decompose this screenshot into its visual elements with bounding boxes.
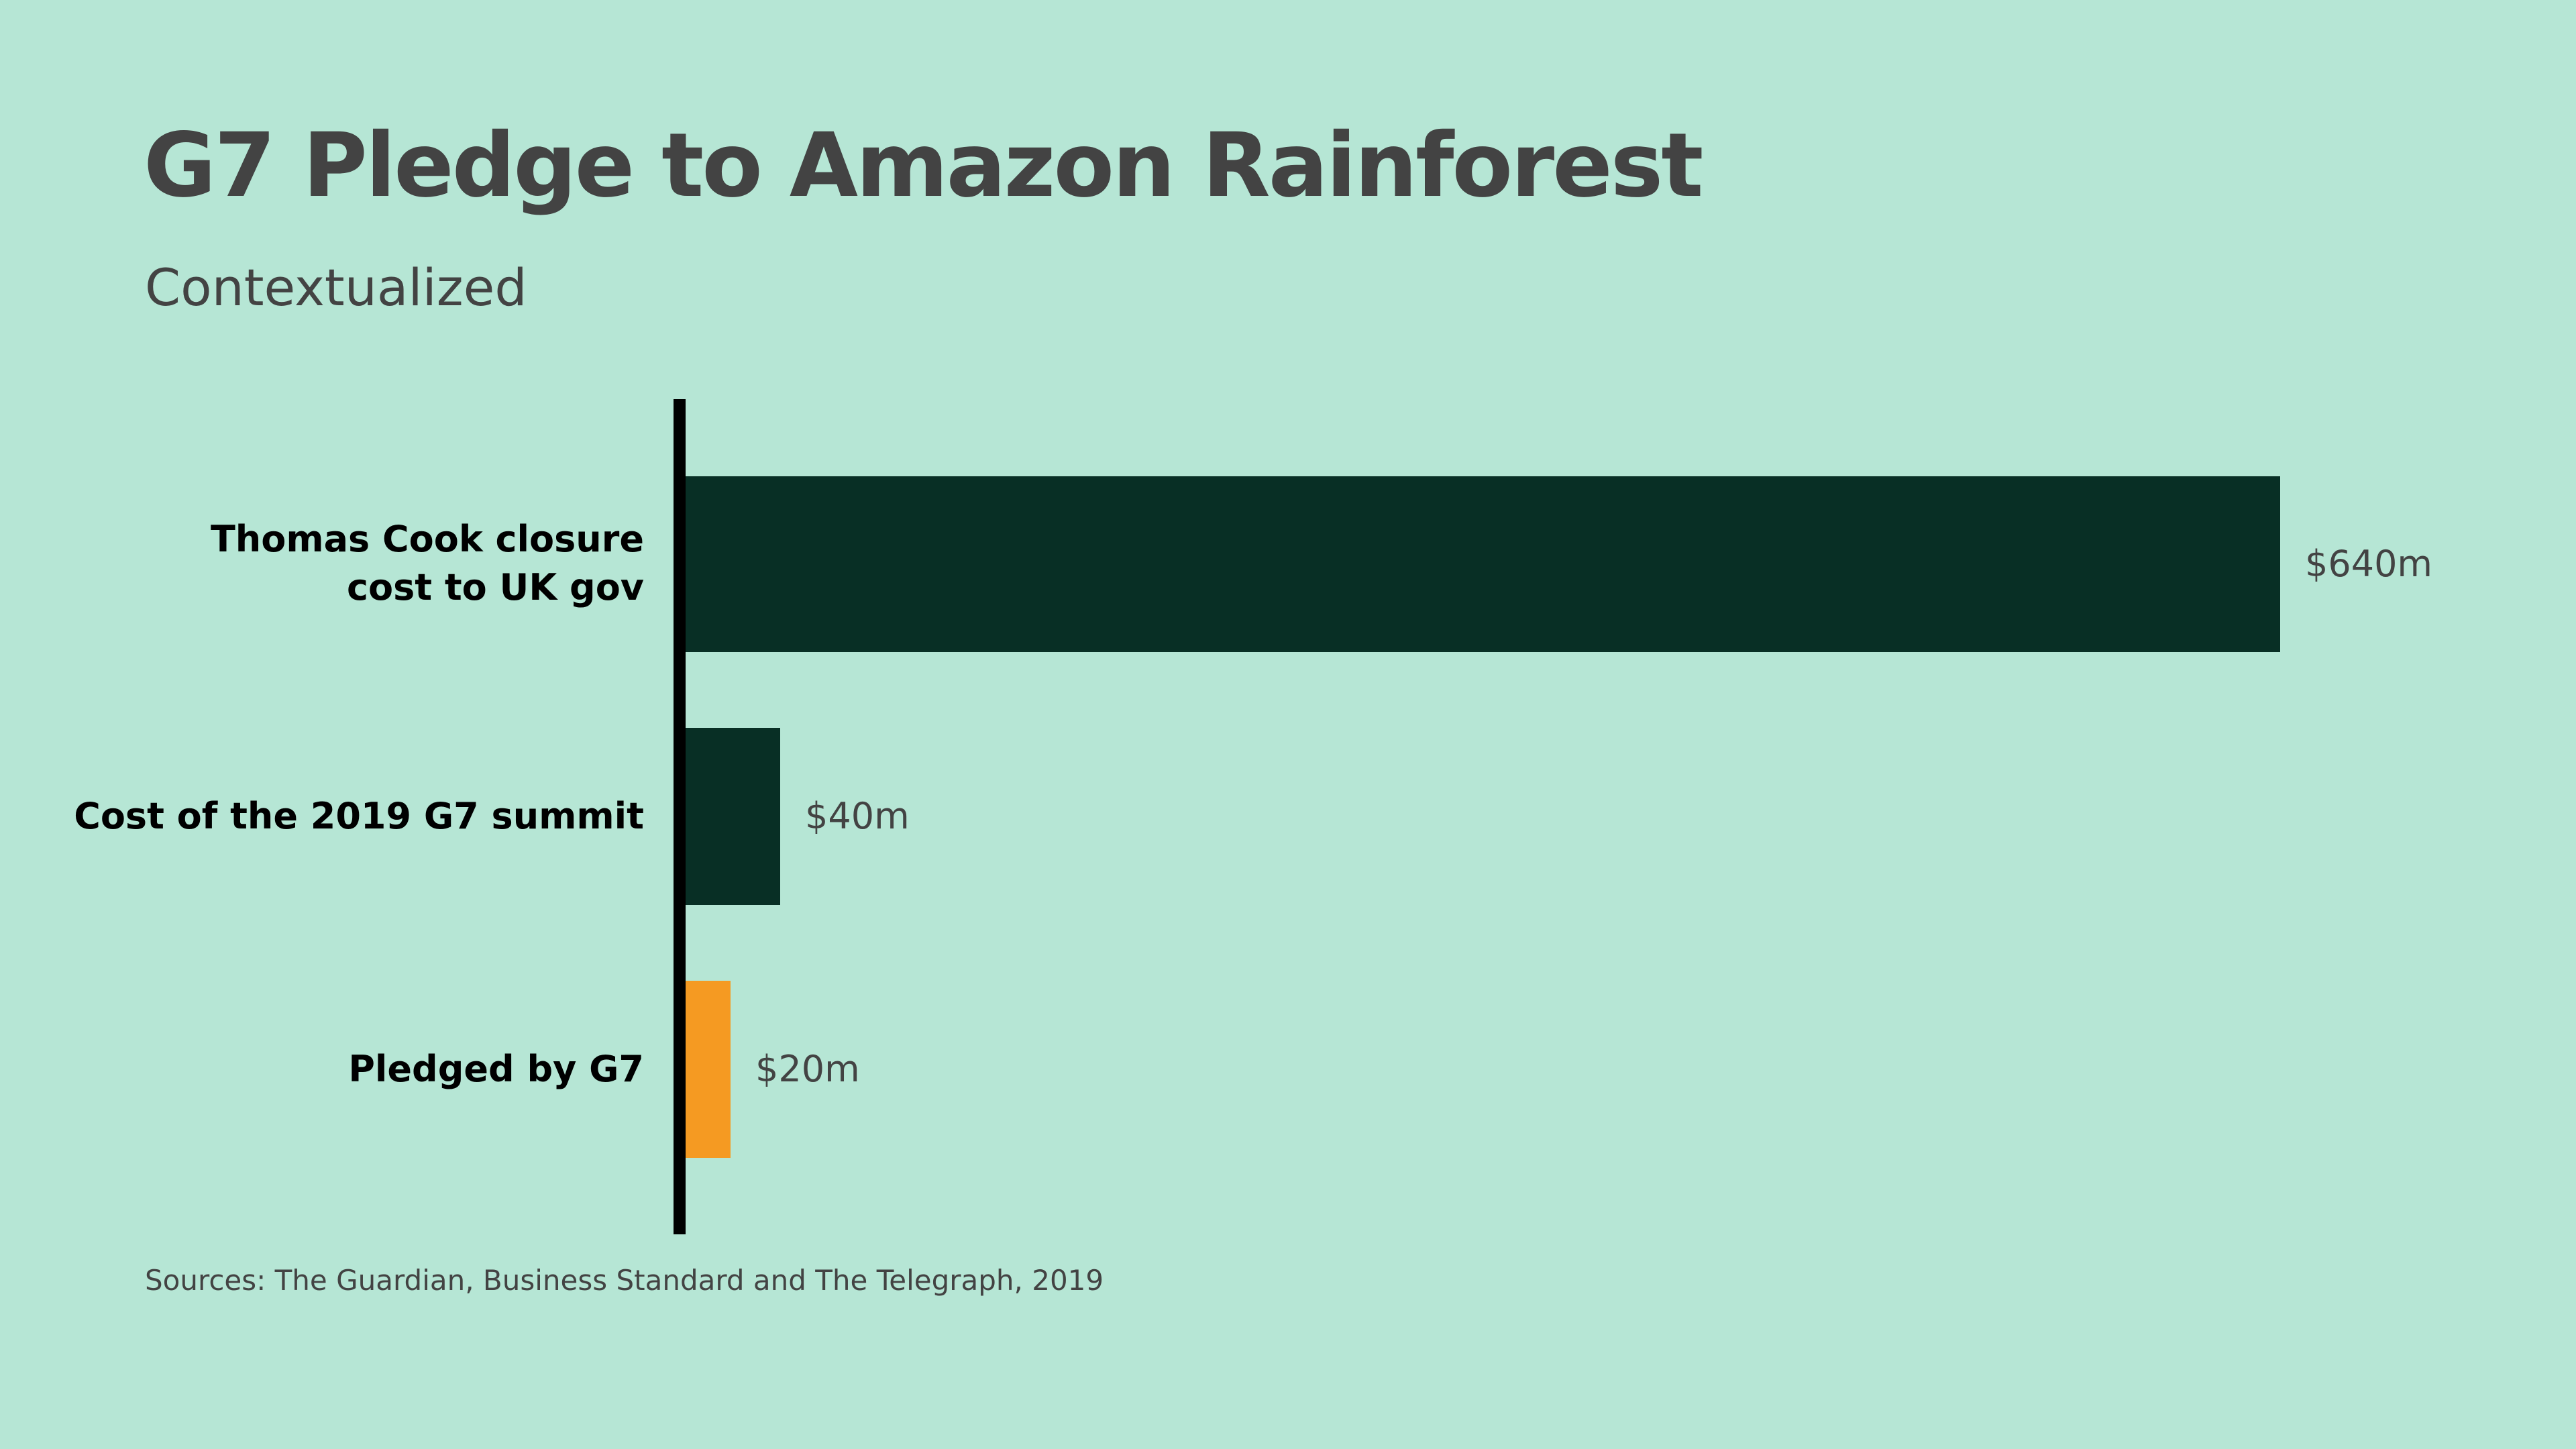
bar-thomas-cook xyxy=(686,476,2280,652)
y-axis-line xyxy=(674,399,686,1234)
value-label-thomas-cook: $640m xyxy=(2305,543,2433,585)
chart-title: G7 Pledge to Amazon Rainforest xyxy=(144,114,1703,217)
category-label-g7-summit: Cost of the 2019 G7 summit xyxy=(74,792,644,841)
source-note: Sources: The Guardian, Business Standard… xyxy=(145,1264,1104,1297)
category-label-line1: Pledged by G7 xyxy=(348,1048,644,1090)
category-label-thomas-cook: Thomas Cook closure cost to UK gov xyxy=(211,515,644,612)
category-label-line2: cost to UK gov xyxy=(346,566,644,608)
category-label-line1: Thomas Cook closure xyxy=(210,518,644,560)
bar-pledged-by-g7 xyxy=(686,981,731,1158)
category-label-line1: Cost of the 2019 G7 summit xyxy=(74,795,644,837)
value-label-g7-summit: $40m xyxy=(805,795,910,837)
category-label-pledged: Pledged by G7 xyxy=(348,1045,644,1093)
bar-g7-summit xyxy=(686,728,780,905)
value-label-pledged: $20m xyxy=(755,1048,860,1090)
chart-subtitle: Contextualized xyxy=(145,258,527,317)
